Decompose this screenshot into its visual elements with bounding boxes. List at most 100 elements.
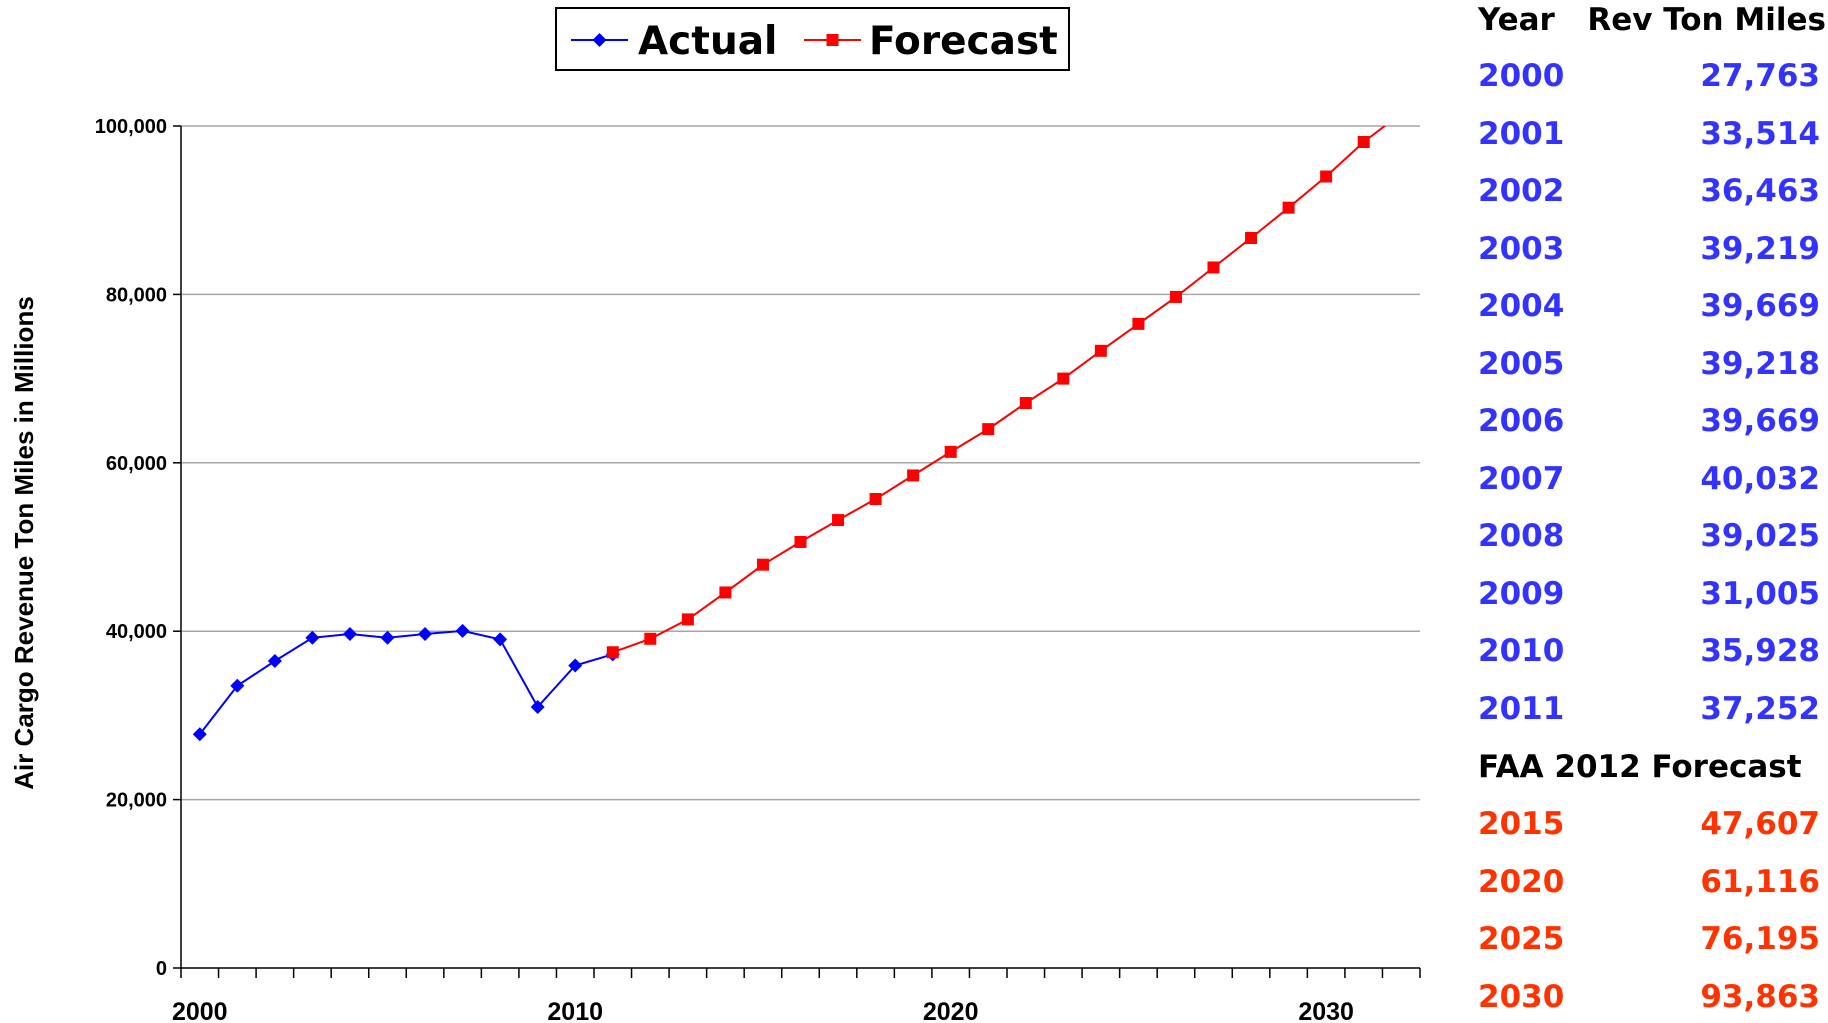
table-cell-value: 35,928 [1700, 633, 1820, 669]
table-row-actual: 2008 39,025 [1478, 518, 1828, 558]
table-cell-value: 39,218 [1700, 345, 1820, 382]
table-row-actual: 2011 37,252 [1478, 691, 1828, 731]
table-cell-value: 27,763 [1700, 58, 1820, 94]
table-header: Year Rev Ton Miles [1478, 2, 1828, 42]
table-cell-value: 37,252 [1700, 690, 1820, 727]
data-point-forecast [794, 535, 807, 548]
legend-label-actual: Actual [638, 19, 777, 64]
ticks: 0 20,000 40,000 60,000 80,000 100,000 2000 2010… [95, 116, 1421, 1023]
table-cell-year: 2002 [1478, 173, 1565, 209]
axes [180, 126, 1420, 969]
table-cell-value: 39,219 [1700, 230, 1820, 267]
table-cell-year: 2015 [1478, 806, 1565, 842]
data-point-forecast [756, 558, 769, 571]
data-point-actual [568, 658, 583, 673]
data-point-actual [380, 630, 395, 645]
y-tick-label: 60,000 [106, 453, 167, 475]
table-cell-value: 39,669 [1700, 288, 1820, 324]
table-row-actual: 2004 39,669 [1478, 288, 1828, 328]
x-tick-label: 2010 [547, 998, 603, 1023]
table-cell-value: 31,005 [1700, 575, 1820, 612]
table-row-forecast: 2015 47,607 [1478, 806, 1828, 846]
data-point-forecast [1057, 372, 1070, 385]
table-row-actual: 2007 40,032 [1478, 461, 1828, 501]
data-point-forecast [719, 586, 732, 599]
table-cell-value: 36,463 [1700, 173, 1820, 209]
table-cell-value: 61,116 [1700, 863, 1820, 900]
table-cell-year: 2008 [1478, 518, 1565, 554]
table-cell-year: 2006 [1478, 403, 1565, 439]
data-table: Year Rev Ton Miles 2000 27,763 2001 33,514 2… [1478, 0, 1828, 1023]
data-point-forecast [907, 469, 920, 482]
chart: 0 20,000 40,000 60,000 80,000 100,000 2000 2010… [9, 7, 1421, 1023]
data-point-forecast [832, 514, 845, 527]
data-point-forecast [644, 632, 657, 645]
table-cell-year: 2003 [1478, 230, 1565, 267]
table-cell-year: 2011 [1478, 690, 1565, 727]
table-row-forecast: 2030 93,863 [1478, 979, 1828, 1019]
y-tick-label: 100,000 [95, 116, 167, 138]
data-point-actual [342, 626, 357, 641]
legend-label-forecast: Forecast [869, 19, 1058, 64]
data-point-actual [305, 630, 320, 645]
data-point-actual [530, 699, 545, 714]
table-cell-year: 2025 [1478, 921, 1565, 957]
y-tick-label: 40,000 [106, 621, 167, 643]
table-row-actual: 2000 27,763 [1478, 58, 1828, 98]
table-row-actual: 2006 39,669 [1478, 403, 1828, 443]
data-point-forecast [1207, 261, 1220, 274]
markers [192, 135, 1370, 742]
table-row-actual: 2001 33,514 [1478, 116, 1828, 156]
table-cell-year: 2004 [1478, 288, 1565, 324]
table-cell-year: 2000 [1478, 58, 1565, 94]
table-cell-value: 93,863 [1700, 978, 1820, 1015]
table-row-forecast: 2025 76,195 [1478, 921, 1828, 961]
data-point-forecast [944, 445, 957, 458]
y-tick-label: 80,000 [106, 284, 167, 306]
table-cell-year: 2001 [1478, 115, 1565, 152]
table-cell-year: 2005 [1478, 345, 1565, 382]
table-cell-year: 2020 [1478, 863, 1565, 900]
data-point-actual [230, 678, 245, 693]
data-point-forecast [606, 646, 619, 659]
data-point-forecast [1169, 290, 1182, 303]
table-cell-value: 40,032 [1700, 460, 1820, 497]
data-point-forecast [1320, 170, 1333, 183]
gridlines [181, 125, 1420, 801]
x-tick-label: 2030 [1298, 998, 1354, 1023]
table-header-year: Year [1478, 2, 1555, 38]
table-cell-value: 47,607 [1700, 806, 1820, 842]
data-point-actual [192, 727, 207, 742]
data-point-forecast [1132, 317, 1145, 330]
series-line-actual [199, 629, 614, 735]
table-row-actual: 2005 39,218 [1478, 346, 1828, 386]
data-point-forecast [869, 493, 882, 506]
x-tick-label: 2020 [923, 998, 979, 1023]
table-row-forecast: 2020 61,116 [1478, 864, 1828, 904]
series-line-forecast [612, 126, 1387, 654]
data-point-forecast [681, 613, 694, 626]
data-point-actual [493, 632, 508, 647]
legend-marker-forecast [826, 34, 839, 46]
table-header-value: Rev Ton Miles [1587, 2, 1826, 38]
y-tick-label: 0 [156, 958, 167, 980]
table-row-actual: 2009 31,005 [1478, 576, 1828, 616]
y-tick-label: 20,000 [106, 790, 167, 812]
table-cell-year: 2007 [1478, 460, 1565, 497]
data-point-actual [455, 623, 470, 638]
data-point-actual [267, 653, 282, 668]
legend-marker-actual [592, 33, 607, 47]
y-axis-title: Air Cargo Revenue Ton Miles in Millions [9, 296, 39, 790]
data-point-forecast [1094, 344, 1107, 357]
forecast-heading: FAA 2012 Forecast [1478, 749, 1828, 789]
legend: Actual Forecast [555, 7, 1070, 71]
table-cell-year: 2030 [1478, 978, 1565, 1015]
table-cell-value: 33,514 [1700, 115, 1820, 152]
x-tick-label: 2000 [172, 998, 228, 1023]
table-cell-year: 2010 [1478, 633, 1565, 669]
data-point-forecast [982, 423, 995, 436]
data-point-forecast [1357, 135, 1370, 148]
data-point-actual [418, 626, 433, 641]
table-row-actual: 2010 35,928 [1478, 633, 1828, 673]
table-cell-value: 39,669 [1700, 403, 1820, 439]
